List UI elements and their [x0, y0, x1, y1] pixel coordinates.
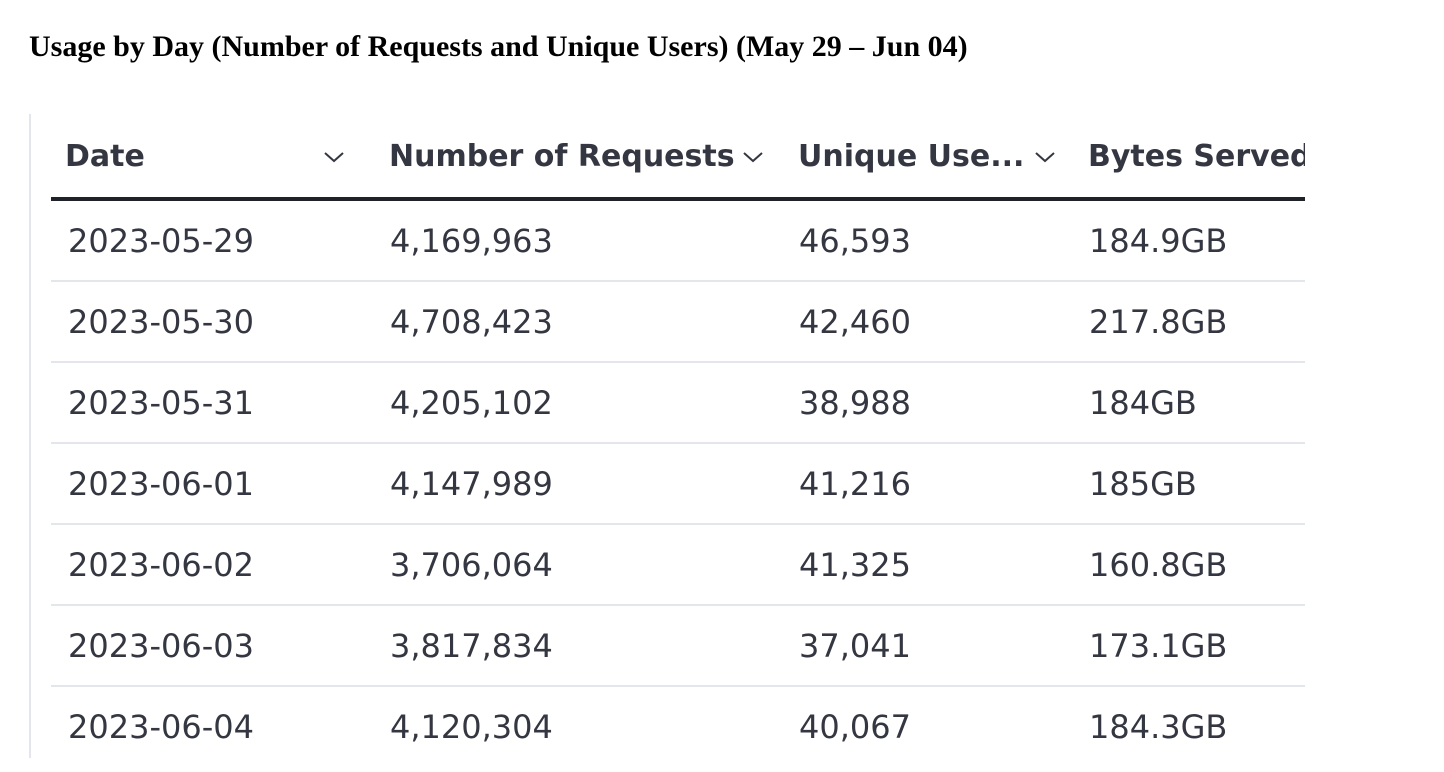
cell-unique-users: 38,988 [781, 362, 1071, 444]
cell-date: 2023-05-30 [51, 281, 372, 363]
column-header-unique-users[interactable]: Unique Use... [782, 114, 1071, 201]
chevron-down-icon[interactable] [742, 150, 764, 164]
cell-bytes-served: 160.8GB [1070, 524, 1305, 606]
cell-unique-users: 46,593 [781, 199, 1071, 282]
cell-bytes-served: 173.1GB [1070, 605, 1305, 687]
page-title: Usage by Day (Number of Requests and Uni… [29, 30, 968, 63]
table-row: 2023-05-30 4,708,423 42,460 217.8GB [51, 281, 1305, 363]
column-header-bytes-served[interactable]: Bytes Served [1071, 114, 1305, 201]
cell-date: 2023-05-31 [51, 362, 372, 444]
cell-number-of-requests: 4,205,102 [371, 362, 782, 444]
usage-by-day-table: Date Number of Requests [51, 114, 1305, 766]
cell-unique-users: 41,216 [781, 443, 1071, 525]
cell-unique-users: 42,460 [781, 281, 1071, 363]
cell-bytes-served: 184.3GB [1070, 686, 1305, 766]
column-header-number-of-requests[interactable]: Number of Requests [372, 114, 782, 201]
column-header-label: Unique Use... [798, 139, 1025, 174]
cell-unique-users: 37,041 [781, 605, 1071, 687]
cell-bytes-served: 184.9GB [1070, 199, 1305, 282]
cell-number-of-requests: 3,817,834 [371, 605, 782, 687]
cell-date: 2023-05-29 [51, 199, 372, 282]
chevron-down-icon[interactable] [323, 150, 345, 164]
column-header-label: Bytes Served [1088, 139, 1305, 174]
table-row: 2023-06-04 4,120,304 40,067 184.3GB [51, 686, 1305, 766]
table-row: 2023-06-02 3,706,064 41,325 160.8GB [51, 524, 1305, 606]
cell-bytes-served: 184GB [1070, 362, 1305, 444]
cell-number-of-requests: 3,706,064 [371, 524, 782, 606]
cell-date: 2023-06-04 [68, 707, 254, 746]
cell-number-of-requests: 4,708,423 [371, 281, 782, 363]
cell-bytes-served: 185GB [1070, 443, 1305, 525]
table-row: 2023-06-03 3,817,834 37,041 173.1GB [51, 605, 1305, 687]
column-header-label: Number of Requests [389, 139, 735, 174]
cell-number-of-requests: 4,169,963 [371, 199, 782, 282]
cell-bytes-served: 217.8GB [1070, 281, 1305, 363]
table-row: 2023-05-31 4,205,102 38,988 184GB [51, 362, 1305, 444]
column-header-label: Date [65, 139, 145, 174]
cell-date: 2023-06-01 [51, 443, 372, 525]
cell-date: 2023-06-02 [51, 524, 372, 606]
cell-number-of-requests: 4,147,989 [371, 443, 782, 525]
table-row: 2023-06-01 4,147,989 41,216 185GB [51, 443, 1305, 525]
chevron-down-icon[interactable] [1034, 150, 1056, 164]
column-header-date[interactable]: Date [51, 114, 372, 201]
cell-date: 2023-06-03 [51, 605, 372, 687]
usage-table-panel: Date Number of Requests [29, 114, 1321, 766]
cell-number-of-requests: 4,120,304 [371, 686, 782, 766]
cell-unique-users: 40,067 [781, 686, 1071, 766]
table-row: 2023-05-29 4,169,963 46,593 184.9GB [51, 199, 1305, 282]
cell-unique-users: 41,325 [781, 524, 1071, 606]
table-header-row: Date Number of Requests [51, 114, 1305, 201]
